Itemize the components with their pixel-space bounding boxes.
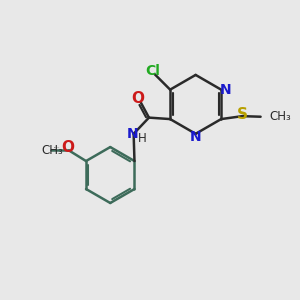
Text: CH₃: CH₃ [269, 110, 291, 123]
Text: CH₃: CH₃ [42, 144, 64, 157]
Text: H: H [137, 132, 146, 145]
Text: N: N [219, 82, 231, 97]
Text: N: N [127, 128, 139, 141]
Text: Cl: Cl [145, 64, 160, 78]
Text: O: O [131, 91, 144, 106]
Text: S: S [237, 107, 248, 122]
Text: N: N [190, 130, 202, 144]
Text: O: O [61, 140, 74, 155]
Text: methoxy: methoxy [53, 147, 60, 148]
